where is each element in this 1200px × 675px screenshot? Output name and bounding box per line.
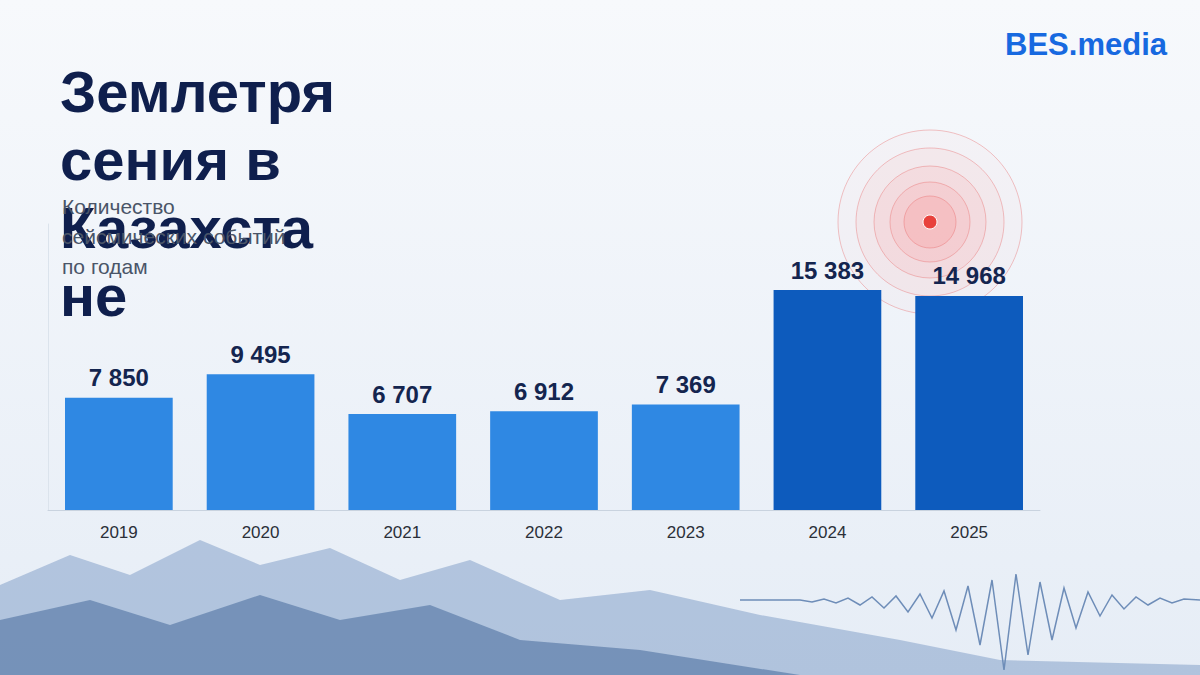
svg-text:9 495: 9 495	[231, 341, 291, 368]
svg-text:2020: 2020	[242, 523, 280, 542]
svg-text:не: не	[60, 262, 128, 328]
svg-text:Землетря: Землетря	[60, 59, 335, 124]
svg-text:BES.media: BES.media	[1005, 27, 1168, 62]
svg-text:6 912: 6 912	[514, 378, 574, 405]
svg-text:Казахста: Казахста	[60, 195, 314, 260]
svg-text:сения в: сения в	[60, 127, 297, 192]
svg-text:2023: 2023	[667, 523, 705, 542]
svg-text:7 369: 7 369	[656, 371, 716, 398]
svg-text:14 968: 14 968	[932, 262, 1005, 289]
svg-text:по годам: по годам	[62, 255, 148, 278]
svg-text:сейсмических событий: сейсмических событий	[62, 225, 291, 248]
svg-text:Количество: Количество	[62, 195, 181, 218]
svg-text:7 850: 7 850	[89, 364, 149, 391]
svg-text:15 383: 15 383	[791, 257, 864, 284]
svg-text:6 707: 6 707	[372, 381, 432, 408]
svg-text:2024: 2024	[809, 523, 847, 542]
svg-text:2022: 2022	[525, 523, 563, 542]
svg-text:2021: 2021	[383, 523, 421, 542]
svg-text:2019: 2019	[100, 523, 138, 542]
svg-text:2025: 2025	[950, 523, 988, 542]
